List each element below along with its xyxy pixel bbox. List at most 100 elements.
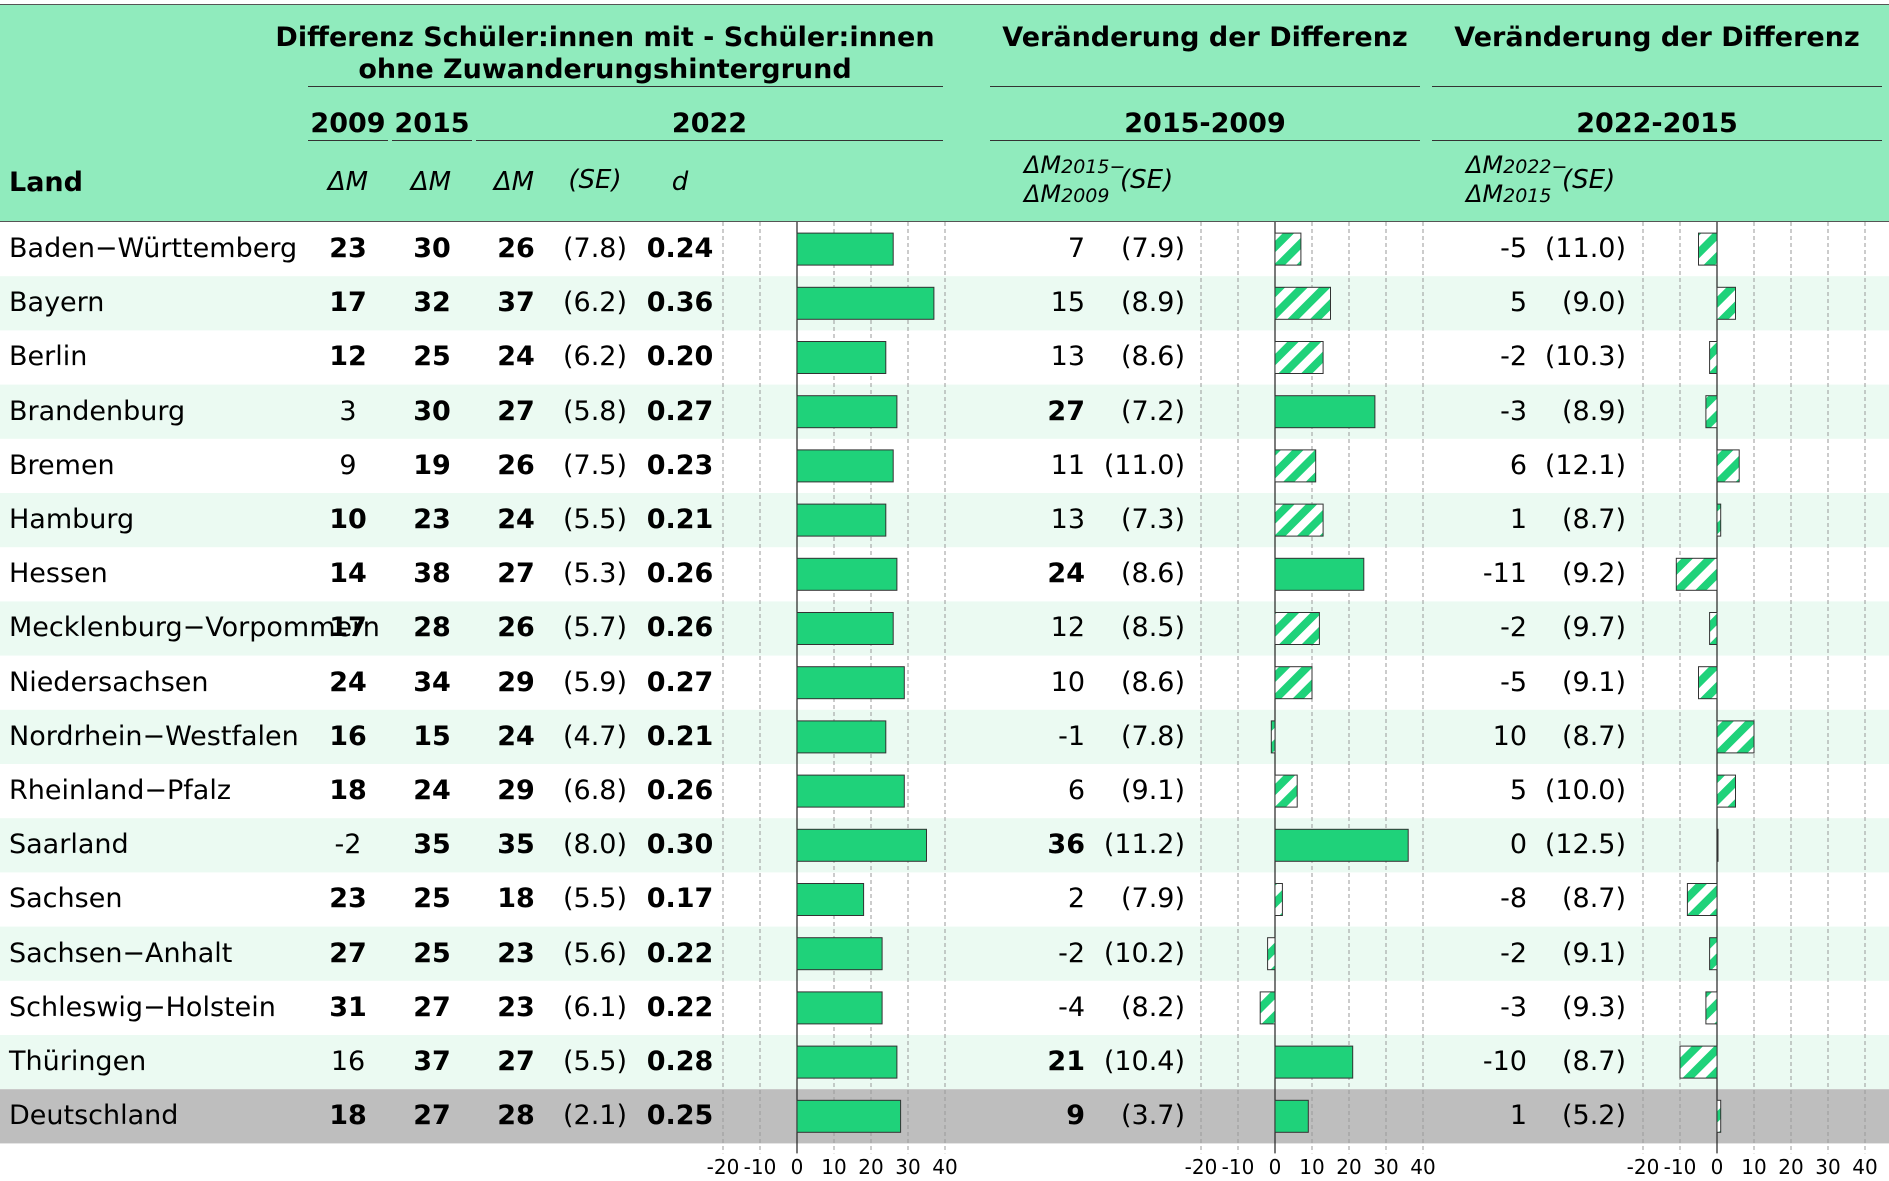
cell-diff1: 9 xyxy=(1066,1100,1085,1132)
cell-m2022: 24 xyxy=(497,341,535,373)
bar xyxy=(796,341,887,374)
land-label: Rheinland−Pfalz xyxy=(9,775,232,806)
cell-se2022: (5.9) xyxy=(562,666,627,698)
bar xyxy=(1274,449,1317,483)
cell-se1: (10.2) xyxy=(1103,937,1185,969)
cell-se2022: (6.2) xyxy=(562,341,627,373)
bar xyxy=(796,395,898,429)
land-label: Berlin xyxy=(9,341,88,373)
bar xyxy=(796,503,887,537)
cell-se2: (8.7) xyxy=(1561,883,1626,915)
cell-d: 0.26 xyxy=(646,558,714,590)
cell-m2015: 28 xyxy=(413,612,451,644)
cell-se1: (10.4) xyxy=(1103,1046,1185,1077)
cell-m2009: 23 xyxy=(329,233,367,264)
bar xyxy=(1686,883,1718,916)
axis-tick-label: 30 xyxy=(1373,1155,1399,1180)
cell-se2022: (8.0) xyxy=(562,829,627,861)
header-rule-group3 xyxy=(1432,86,1882,87)
bar xyxy=(1716,828,1719,862)
land-label: Mecklenburg−Vorpommern xyxy=(9,612,380,644)
bar xyxy=(1274,557,1365,591)
header-dm-2022: ΔM xyxy=(493,167,535,197)
cell-diff1: 21 xyxy=(1047,1046,1085,1077)
cell-diff2: 0 xyxy=(1509,829,1527,861)
cell-m2009: 9 xyxy=(339,449,357,481)
cell-se2022: (5.5) xyxy=(562,504,627,535)
cell-diff1: 7 xyxy=(1067,233,1085,264)
cell-m2009: 24 xyxy=(329,666,367,698)
cell-d: 0.28 xyxy=(646,1046,714,1077)
cell-se2: (8.7) xyxy=(1561,504,1626,535)
axis-tick-label: -20 xyxy=(1184,1155,1218,1180)
cell-diff1: 36 xyxy=(1047,829,1085,861)
header-dm-2015: ΔM xyxy=(410,167,452,197)
bar xyxy=(1716,1099,1722,1133)
land-label: Bremen xyxy=(9,449,115,481)
bar xyxy=(1274,232,1302,266)
header-se-diff2: (SE) xyxy=(1562,165,1616,195)
cell-se1: (8.2) xyxy=(1120,991,1185,1023)
cell-diff2: -2 xyxy=(1500,937,1527,969)
cell-m2009: 31 xyxy=(329,991,367,1023)
cell-diff2: -8 xyxy=(1500,883,1527,915)
land-label: Schleswig−Holstein xyxy=(9,991,276,1023)
header-rule-group1 xyxy=(308,86,943,87)
cell-diff2: -5 xyxy=(1500,666,1527,698)
header-group2-title: Veränderung der Differenz xyxy=(1002,22,1408,53)
cell-m2015: 37 xyxy=(413,1046,451,1077)
cell-m2009: 10 xyxy=(329,504,367,535)
axis-tick-label: -10 xyxy=(1663,1155,1697,1180)
bar xyxy=(1274,395,1376,429)
bar xyxy=(1274,341,1324,374)
cell-m2015: 23 xyxy=(413,504,451,535)
bar xyxy=(1675,557,1718,591)
bar xyxy=(1679,1045,1718,1079)
cell-m2009: 17 xyxy=(329,287,367,319)
cell-se2022: (5.3) xyxy=(562,558,627,590)
cell-m2015: 24 xyxy=(413,775,451,806)
land-label: Baden−Württemberg xyxy=(9,233,298,264)
cell-d: 0.20 xyxy=(646,341,714,373)
bar xyxy=(796,557,898,591)
cell-se2: (5.2) xyxy=(1561,1100,1626,1132)
cell-m2009: 23 xyxy=(329,883,367,915)
cell-m2022: 27 xyxy=(497,1046,535,1077)
cell-m2022: 29 xyxy=(497,775,535,806)
cell-diff2: -3 xyxy=(1500,395,1527,427)
header-rule-group2 xyxy=(990,86,1420,87)
cell-se2022: (2.1) xyxy=(562,1100,627,1132)
cell-se2: (10.0) xyxy=(1544,775,1626,806)
axis-tick-label: -20 xyxy=(706,1155,740,1180)
bar xyxy=(796,666,905,700)
cell-se2022: (5.5) xyxy=(562,1046,627,1077)
cell-se1: (3.7) xyxy=(1120,1100,1185,1132)
cell-se2022: (5.8) xyxy=(562,395,627,427)
cell-m2015: 15 xyxy=(413,720,451,752)
cell-m2022: 24 xyxy=(497,720,535,752)
cell-m2009: 16 xyxy=(329,720,367,752)
axis-tick-label: -10 xyxy=(743,1155,777,1180)
cell-m2015: 27 xyxy=(413,1100,451,1132)
bar xyxy=(796,232,894,266)
axis-tick-label: 0 xyxy=(1268,1155,1282,1180)
bar xyxy=(1709,612,1718,645)
land-label: Sachsen−Anhalt xyxy=(9,937,233,969)
land-label: Niedersachsen xyxy=(9,666,209,698)
cell-se2: (9.1) xyxy=(1561,666,1626,698)
cell-m2015: 19 xyxy=(413,449,451,481)
cell-se1: (7.8) xyxy=(1120,720,1185,752)
cell-diff1: 15 xyxy=(1050,287,1085,319)
bar xyxy=(1709,937,1718,971)
cell-m2015: 34 xyxy=(413,666,451,698)
cell-se2: (8.7) xyxy=(1561,1046,1626,1077)
axis-tick-label: 0 xyxy=(1710,1155,1724,1180)
cell-se2022: (7.8) xyxy=(562,233,627,264)
cell-diff1: 24 xyxy=(1047,558,1085,590)
bar xyxy=(1274,286,1331,320)
cell-se1: (7.3) xyxy=(1120,504,1185,535)
cell-diff1: -4 xyxy=(1058,991,1085,1023)
cell-d: 0.27 xyxy=(646,666,714,698)
cell-se2: (9.0) xyxy=(1561,287,1626,319)
